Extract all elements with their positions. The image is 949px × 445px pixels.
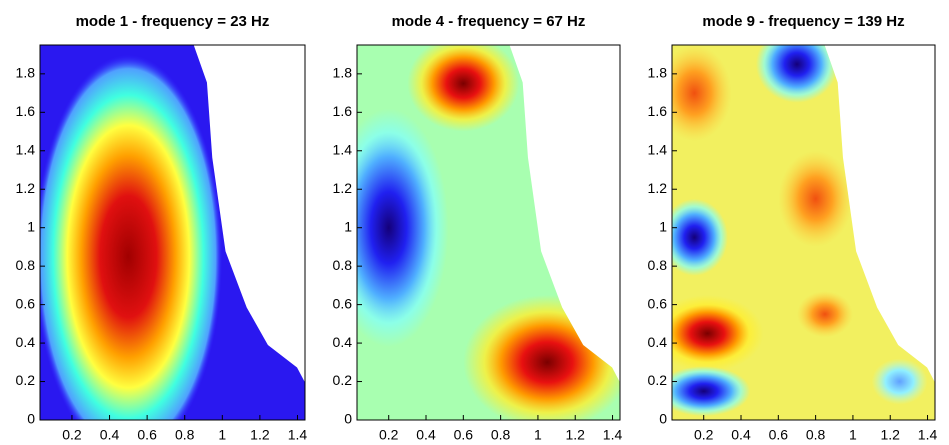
y-tick-label: 0.8 [648, 257, 668, 273]
x-tick-label: 0.6 [137, 427, 157, 443]
y-tick-label: 1 [344, 218, 352, 234]
y-tick-label: 1.8 [333, 65, 353, 81]
field-blob [755, 45, 839, 103]
y-tick-label: 0 [27, 411, 35, 427]
axes-frame [356, 44, 621, 421]
x-tick-label: 0.8 [175, 427, 195, 443]
x-tick-label: 1 [849, 427, 857, 443]
y-tick-label: 1.2 [333, 180, 353, 196]
x-tick-label: 1 [218, 427, 226, 443]
field-blob [672, 45, 732, 142]
y-tick-label: 0.2 [333, 372, 353, 388]
x-tick-label: 0.2 [694, 427, 714, 443]
y-tick-label: 1 [659, 218, 667, 234]
y-tick-label: 0.4 [648, 334, 668, 350]
y-tick-label: 0.2 [16, 372, 36, 388]
y-tick-label: 0.4 [333, 334, 353, 350]
x-tick-label: 0.6 [454, 427, 474, 443]
y-tick-label: 0.2 [648, 372, 668, 388]
y-tick-label: 1.2 [648, 180, 668, 196]
x-tick-label: 0.4 [731, 427, 751, 443]
chart-title: mode 9 - frequency = 139 Hz [702, 13, 904, 30]
mode-field [357, 45, 620, 420]
field-blob [796, 291, 853, 338]
x-tick-label: 1.2 [565, 427, 585, 443]
y-tick-label: 0 [344, 411, 352, 427]
y-tick-label: 1.6 [16, 103, 36, 119]
x-tick-label: 0.8 [806, 427, 826, 443]
x-tick-label: 0.2 [379, 427, 399, 443]
y-tick-label: 0.6 [648, 295, 668, 311]
panel: mode 9 - frequency = 139 Hz 0 0.2 0.4 0.6 0.8… [648, 13, 938, 443]
y-tick-label: 0.8 [16, 257, 36, 273]
x-tick-label: 1.2 [250, 427, 270, 443]
field-blob [672, 295, 764, 372]
field-blob [463, 295, 620, 420]
y-tick-label: 1.2 [16, 180, 36, 196]
field-blob [357, 108, 449, 347]
y-tick-label: 1.6 [333, 103, 353, 119]
y-tick-label: 0 [659, 411, 667, 427]
mode-field [672, 45, 935, 420]
field-blob [407, 45, 520, 132]
x-tick-label: 0.4 [100, 427, 120, 443]
y-tick-label: 0.6 [16, 295, 36, 311]
chart-title: mode 4 - frequency = 67 Hz [392, 13, 586, 30]
x-tick-label: 1.2 [880, 427, 900, 443]
y-tick-label: 1.8 [648, 65, 668, 81]
field-blob [672, 198, 728, 276]
panel: mode 4 - frequency = 67 Hz 0 0.2 0.4 0.6 0.8 1… [333, 13, 623, 443]
x-tick-label: 0.6 [769, 427, 789, 443]
x-tick-label: 1.4 [918, 427, 938, 443]
x-tick-label: 0.4 [416, 427, 436, 443]
y-tick-label: 1.6 [648, 103, 668, 119]
field-blob [40, 54, 223, 420]
y-tick-label: 1 [27, 218, 35, 234]
x-tick-label: 1 [534, 427, 542, 443]
y-tick-label: 0.8 [333, 257, 353, 273]
y-tick-label: 0.6 [333, 295, 353, 311]
field-blob [672, 366, 751, 417]
mode-field [40, 45, 305, 420]
y-tick-label: 1.4 [16, 141, 36, 157]
x-tick-label: 1.4 [603, 427, 623, 443]
axes-frame [39, 44, 306, 421]
field-blob [778, 150, 853, 247]
x-tick-label: 0.8 [491, 427, 511, 443]
panel: mode 1 - frequency = 23 Hz 0 0.2 0.4 0.6 0.8 1… [16, 13, 308, 443]
axes-frame [671, 44, 936, 421]
y-tick-label: 0.4 [16, 334, 36, 350]
x-tick-label: 0.2 [62, 427, 82, 443]
x-tick-label: 1.4 [288, 427, 308, 443]
y-tick-label: 1.8 [16, 65, 36, 81]
y-tick-label: 1.4 [648, 141, 668, 157]
chart-title: mode 1 - frequency = 23 Hz [76, 13, 270, 30]
field-blob [871, 358, 928, 405]
y-tick-label: 1.4 [333, 141, 353, 157]
